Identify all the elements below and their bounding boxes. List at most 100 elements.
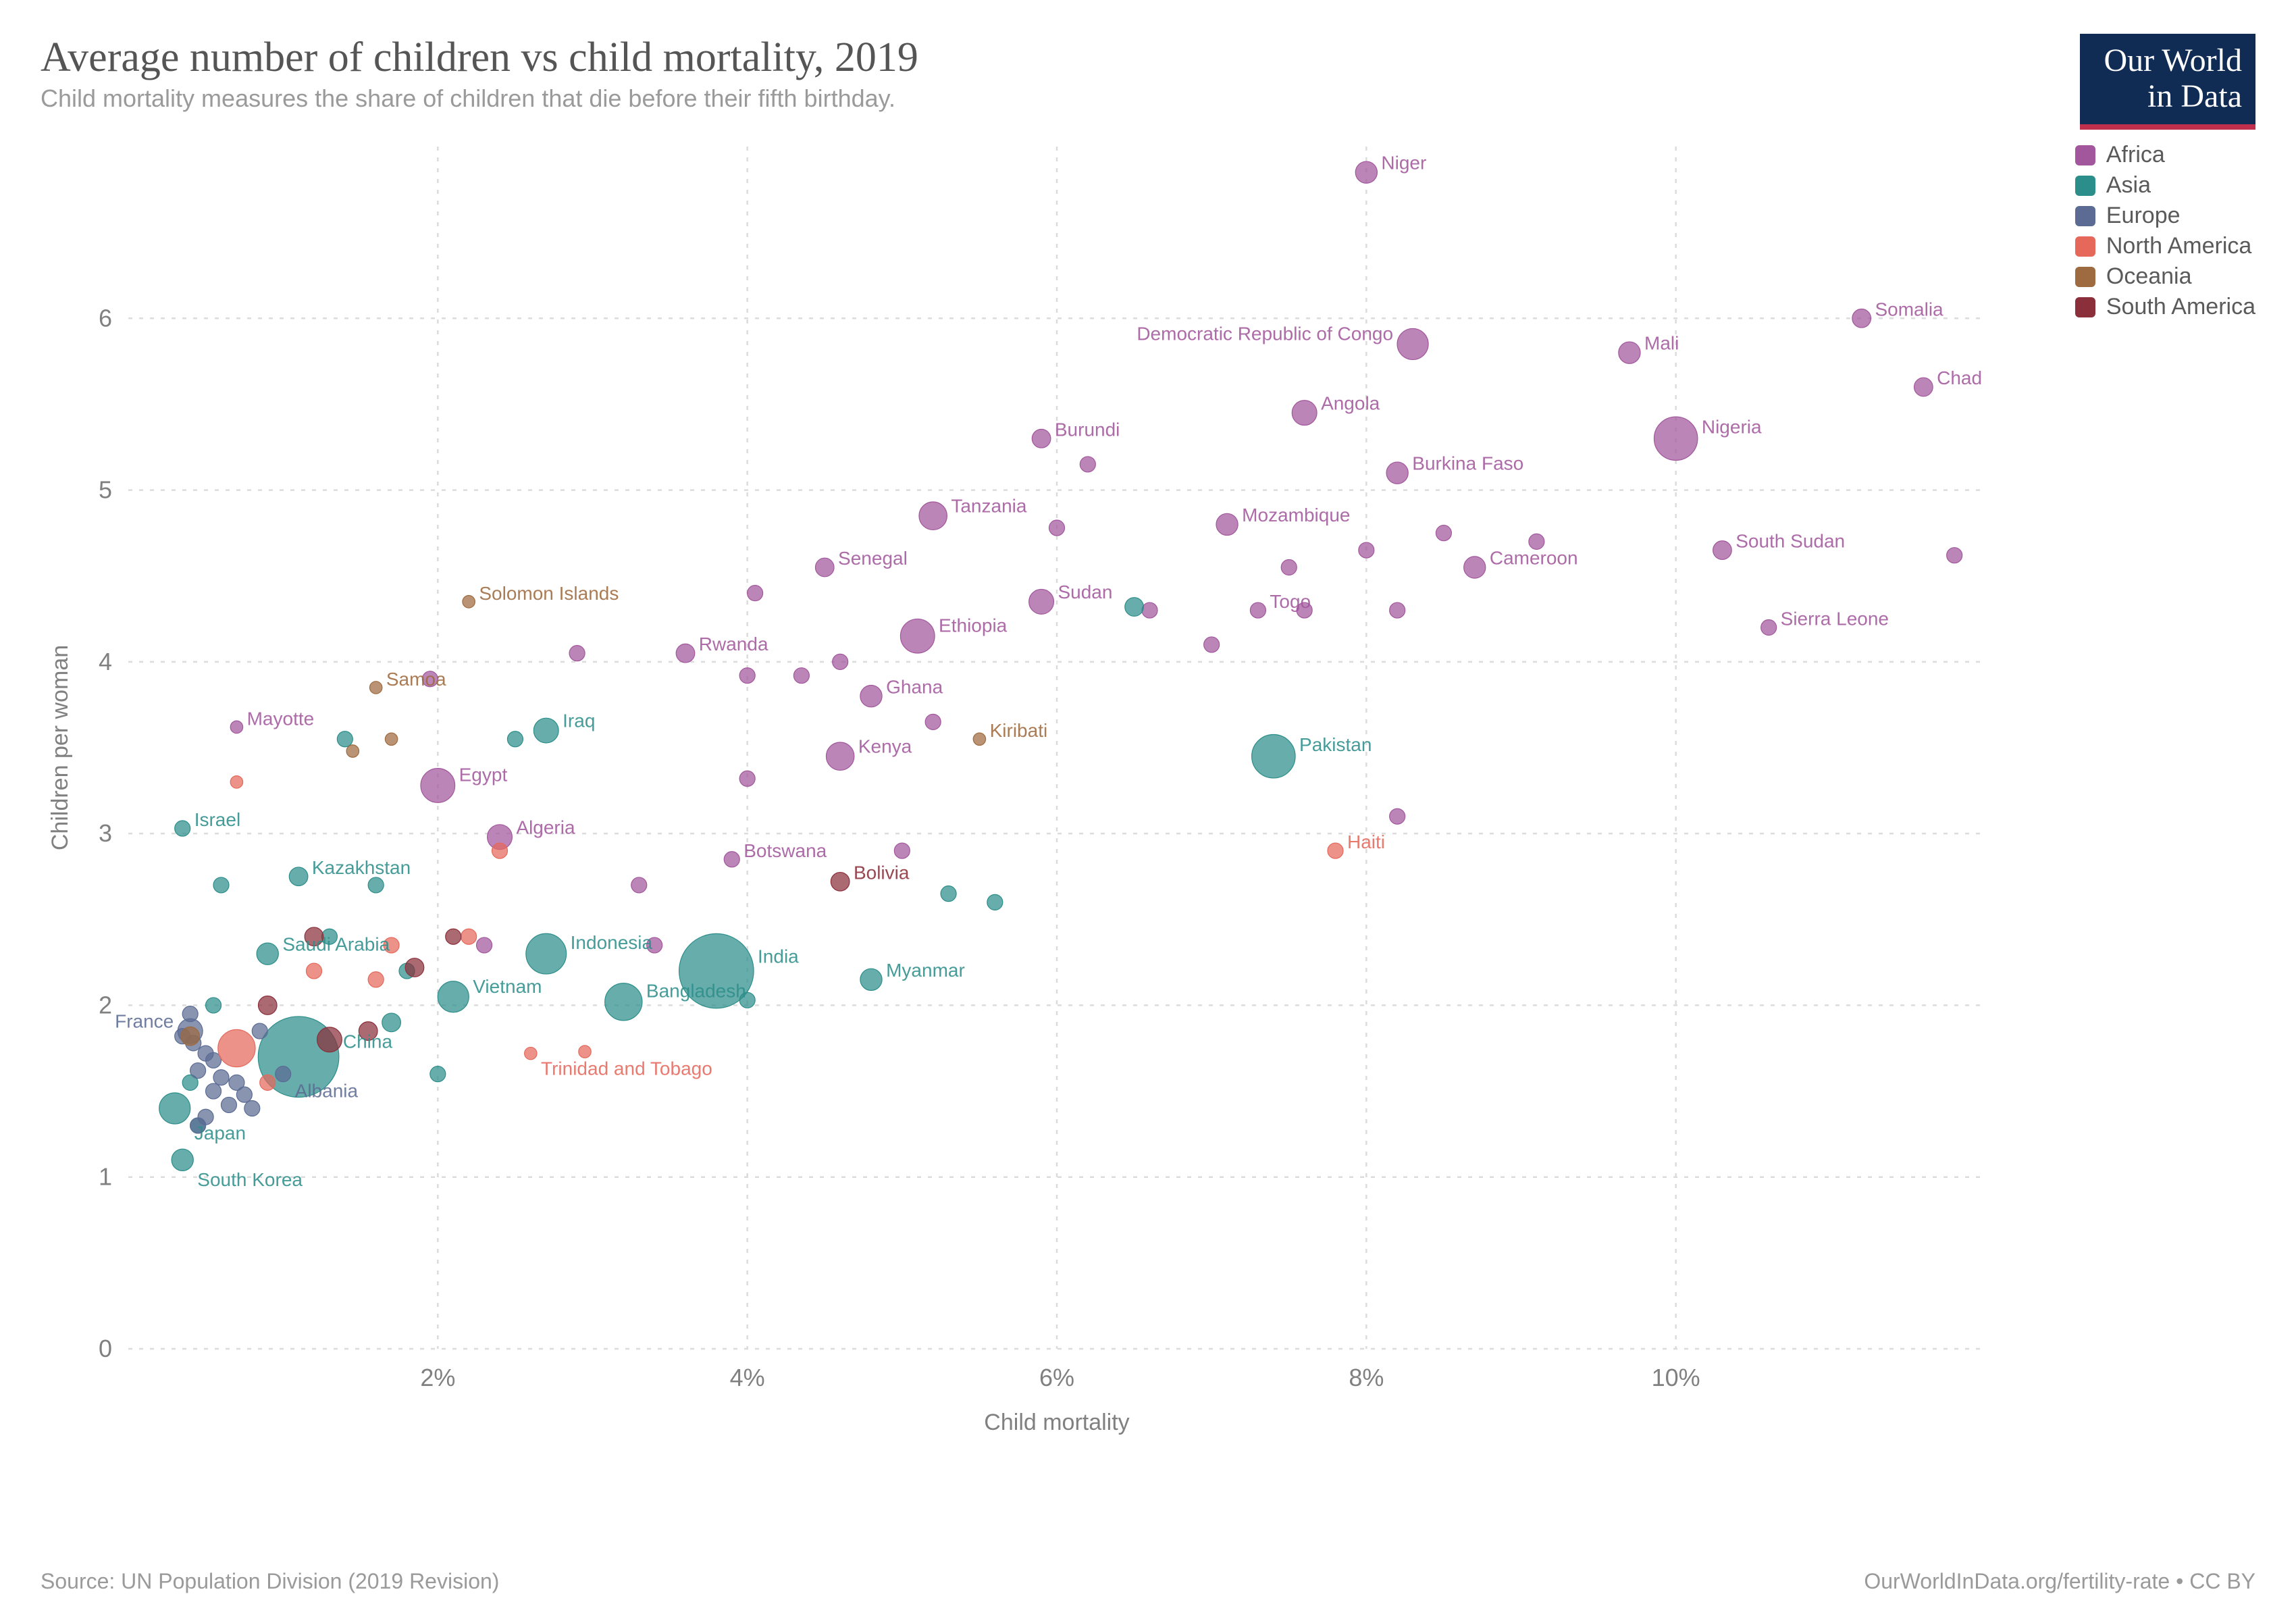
scatter-point[interactable] [1297, 602, 1312, 618]
scatter-point[interactable] [831, 873, 850, 892]
scatter-point[interactable] [941, 886, 956, 902]
scatter-point[interactable] [900, 619, 935, 653]
scatter-point[interactable] [289, 867, 308, 886]
scatter-point[interactable] [1359, 542, 1374, 558]
scatter-point[interactable] [1142, 602, 1157, 618]
scatter-point[interactable] [252, 1023, 267, 1039]
scatter-point[interactable] [739, 992, 755, 1008]
scatter-point[interactable] [405, 958, 424, 977]
scatter-point[interactable] [1032, 429, 1051, 448]
scatter-point[interactable] [321, 929, 337, 944]
legend-row[interactable]: Oceania [2075, 263, 2255, 290]
scatter-point[interactable] [422, 671, 438, 687]
scatter-point[interactable] [815, 558, 834, 577]
scatter-point[interactable] [244, 1101, 260, 1116]
scatter-point[interactable] [385, 733, 397, 745]
scatter-point[interactable] [221, 1097, 236, 1112]
legend-row[interactable]: Europe [2075, 203, 2255, 229]
scatter-point[interactable] [430, 1066, 446, 1082]
scatter-point[interactable] [1947, 548, 1962, 563]
scatter-point[interactable] [973, 733, 985, 745]
scatter-point[interactable] [533, 718, 558, 743]
scatter-point[interactable] [230, 776, 242, 788]
scatter-point[interactable] [206, 998, 221, 1013]
scatter-point[interactable] [213, 877, 229, 893]
scatter-point[interactable] [317, 1027, 342, 1052]
scatter-point[interactable] [739, 668, 755, 684]
legend-row[interactable]: North America [2075, 233, 2255, 259]
scatter-point[interactable] [526, 933, 567, 974]
scatter-point[interactable] [826, 742, 854, 770]
scatter-point[interactable] [919, 502, 947, 530]
scatter-point[interactable] [438, 981, 469, 1012]
scatter-point[interactable] [382, 1013, 401, 1032]
scatter-point[interactable] [305, 927, 323, 946]
scatter-point[interactable] [1386, 462, 1408, 484]
scatter-point[interactable] [337, 731, 353, 747]
scatter-point[interactable] [724, 852, 739, 867]
scatter-point[interactable] [236, 1087, 252, 1102]
scatter-point[interactable] [1529, 534, 1544, 549]
scatter-point[interactable] [213, 1070, 229, 1085]
scatter-point[interactable] [605, 983, 642, 1021]
scatter-point[interactable] [276, 1066, 291, 1082]
scatter-point[interactable] [1029, 589, 1054, 614]
scatter-point[interactable] [739, 771, 755, 786]
legend-row[interactable]: South America [2075, 294, 2255, 320]
scatter-point[interactable] [925, 714, 941, 729]
scatter-point[interactable] [346, 745, 359, 757]
scatter-point[interactable] [492, 843, 508, 858]
scatter-point[interactable] [1436, 525, 1451, 541]
scatter-point[interactable] [1292, 401, 1317, 426]
scatter-point[interactable] [1080, 457, 1095, 472]
scatter-point[interactable] [1619, 342, 1640, 363]
scatter-point[interactable] [1914, 378, 1933, 396]
scatter-point[interactable] [1328, 843, 1343, 858]
scatter-point[interactable] [1125, 598, 1144, 617]
scatter-point[interactable] [860, 969, 882, 990]
legend-row[interactable]: Asia [2075, 172, 2255, 199]
scatter-point[interactable] [676, 644, 695, 663]
scatter-point[interactable] [159, 1093, 190, 1124]
scatter-point[interactable] [307, 963, 322, 979]
scatter-point[interactable] [218, 1029, 255, 1066]
scatter-point[interactable] [1654, 417, 1697, 460]
scatter-point[interactable] [860, 686, 882, 707]
scatter-point[interactable] [1397, 328, 1428, 359]
scatter-point[interactable] [230, 721, 242, 733]
scatter-point[interactable] [172, 1149, 193, 1170]
scatter-point[interactable] [579, 1046, 591, 1058]
scatter-point[interactable] [569, 646, 585, 661]
scatter-point[interactable] [175, 821, 190, 836]
scatter-point[interactable] [461, 929, 477, 944]
scatter-point[interactable] [257, 943, 278, 964]
scatter-point[interactable] [1852, 309, 1871, 328]
scatter-point[interactable] [258, 996, 277, 1015]
scatter-point[interactable] [1390, 808, 1405, 824]
scatter-point[interactable] [368, 877, 384, 893]
scatter-point[interactable] [631, 877, 647, 893]
scatter-point[interactable] [446, 929, 461, 944]
scatter-point[interactable] [987, 894, 1003, 910]
scatter-point[interactable] [1355, 161, 1377, 183]
scatter-point[interactable] [368, 972, 384, 987]
scatter-point[interactable] [894, 843, 910, 858]
scatter-point[interactable] [181, 1027, 200, 1046]
scatter-point[interactable] [748, 586, 763, 601]
scatter-point[interactable] [793, 668, 809, 684]
scatter-point[interactable] [1216, 513, 1238, 535]
scatter-point[interactable] [1252, 735, 1295, 778]
scatter-point[interactable] [190, 1118, 206, 1133]
scatter-point[interactable] [1390, 602, 1405, 618]
scatter-point[interactable] [1281, 560, 1297, 575]
scatter-point[interactable] [182, 1006, 198, 1022]
scatter-point[interactable] [206, 1083, 221, 1099]
scatter-point[interactable] [463, 596, 475, 608]
scatter-point[interactable] [384, 937, 399, 953]
scatter-point[interactable] [421, 769, 455, 803]
scatter-point[interactable] [525, 1047, 537, 1059]
scatter-point[interactable] [369, 681, 382, 694]
scatter-point[interactable] [190, 1063, 206, 1079]
scatter-point[interactable] [477, 937, 492, 953]
scatter-point[interactable] [359, 1022, 377, 1041]
